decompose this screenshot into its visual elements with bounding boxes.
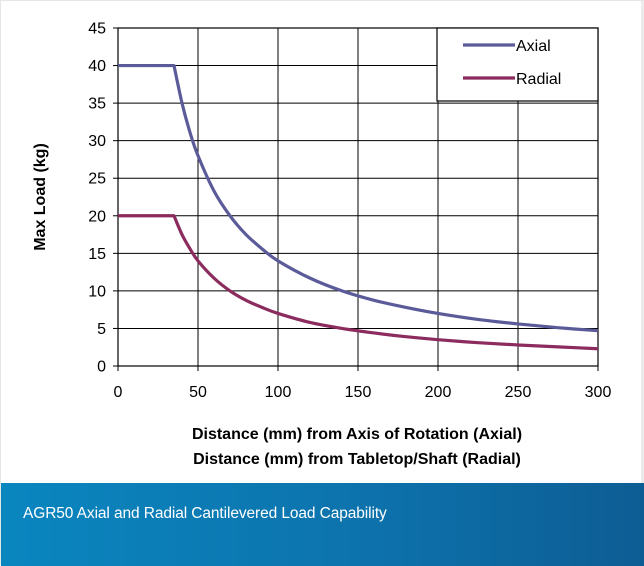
x-tick-label: 100 — [265, 384, 292, 401]
y-tick-label: 0 — [97, 359, 106, 376]
caption-bar: AGR50 Axial and Radial Cantilevered Load… — [1, 483, 644, 566]
series-line-axial — [118, 63, 599, 333]
y-tick-label: 45 — [88, 21, 106, 38]
x-tick-label: 150 — [345, 384, 372, 401]
y-tick-label: 10 — [88, 283, 106, 300]
caption-text: AGR50 Axial and Radial Cantilevered Load… — [23, 505, 387, 522]
x-tick-label: 300 — [585, 384, 612, 401]
legend-label-axial: Axial — [516, 38, 551, 55]
y-tick-label: 30 — [88, 133, 106, 150]
x-axis-title-line2: Distance (mm) from Tabletop/Shaft (Radia… — [193, 451, 521, 468]
legend-box — [436, 27, 599, 102]
legend-label-radial: Radial — [516, 71, 561, 88]
y-tick-label: 15 — [88, 246, 106, 263]
x-tick-label: 200 — [425, 384, 452, 401]
chart-panel: 0 5 10 15 20 25 30 35 40 45 0 50 100 150 200 250 300 Axia… — [1, 1, 644, 483]
x-tick-label: 50 — [189, 384, 207, 401]
y-tick-label: 5 — [97, 321, 106, 338]
y-axis-title: Max Load (kg) — [32, 143, 49, 251]
y-tick-label: 25 — [88, 171, 106, 188]
y-tick-label: 35 — [88, 96, 106, 113]
series-line-radial — [118, 214, 599, 351]
y-tick-label: 20 — [88, 208, 106, 225]
x-tick-label: 0 — [114, 384, 123, 401]
x-tick-label: 250 — [505, 384, 532, 401]
load-chart: 0 5 10 15 20 25 30 35 40 45 0 50 100 150 200 250 300 Axia… — [32, 21, 612, 469]
x-axis-title-line1: Distance (mm) from Axis of Rotation (Axi… — [192, 426, 522, 443]
y-tick-label: 40 — [88, 58, 106, 75]
